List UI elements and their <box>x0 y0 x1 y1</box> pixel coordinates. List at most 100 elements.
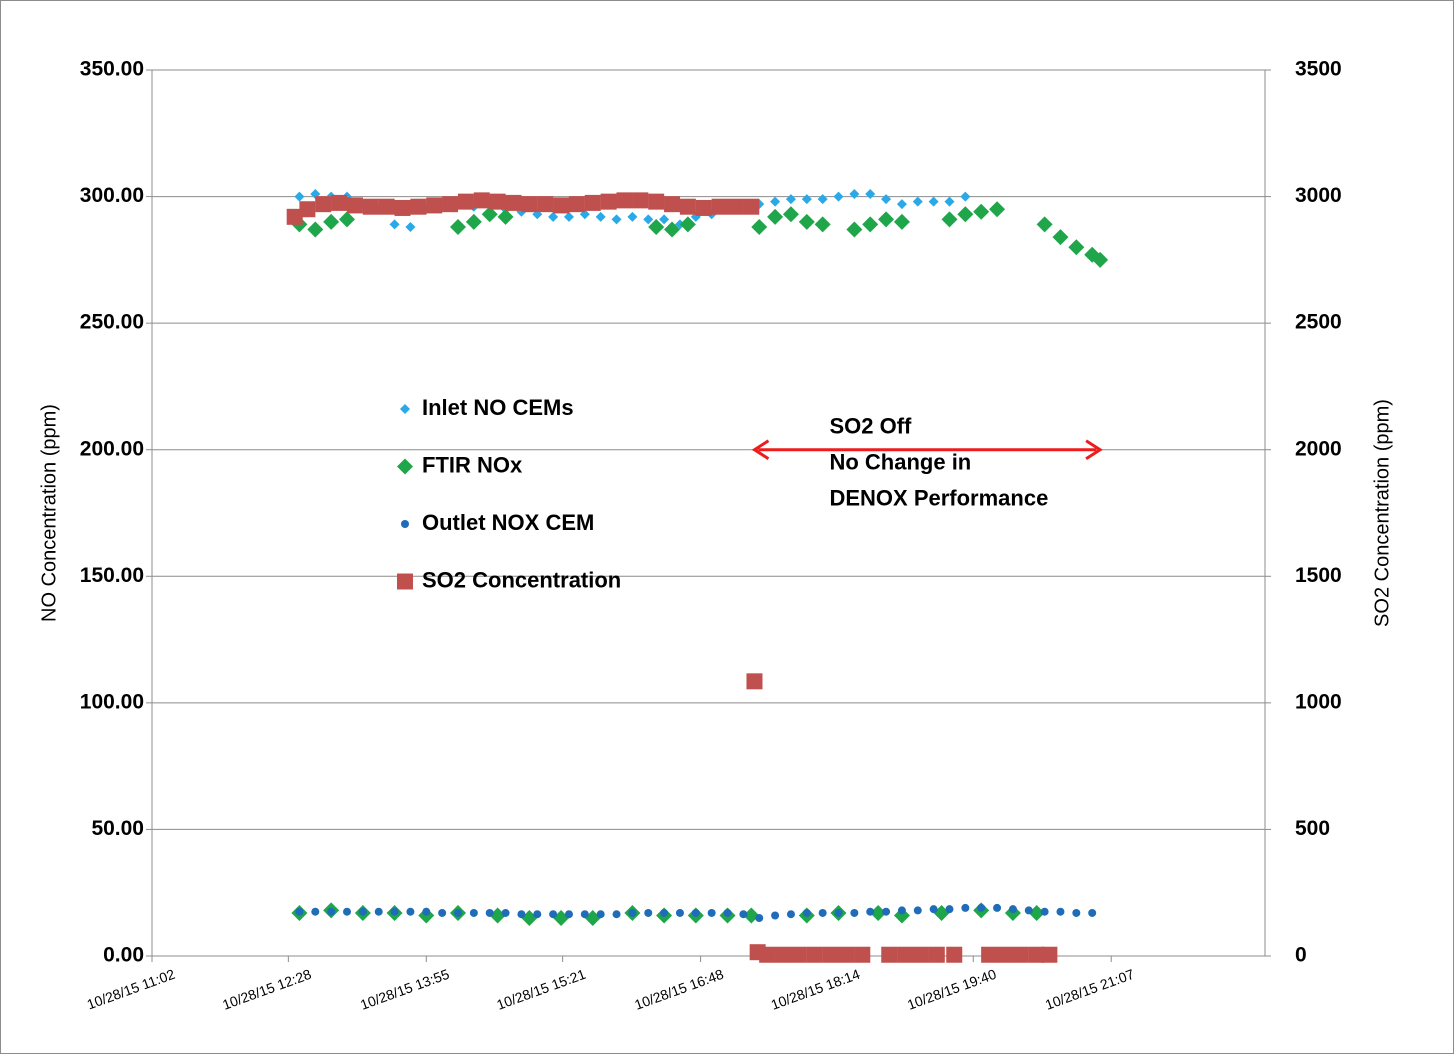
data-point <box>643 214 654 225</box>
data-point <box>389 219 400 230</box>
data-point <box>870 904 887 921</box>
data-point <box>469 908 478 917</box>
data-point <box>660 908 669 917</box>
data-point <box>838 946 855 963</box>
data-point <box>580 910 589 919</box>
data-point <box>743 198 760 215</box>
legend-marker <box>401 520 409 528</box>
data-point <box>1052 229 1069 246</box>
data-point <box>746 673 763 690</box>
data-point <box>865 189 876 200</box>
data-point <box>548 211 559 222</box>
data-point <box>993 903 1002 912</box>
data-point <box>957 206 974 223</box>
data-point <box>1012 946 1029 963</box>
data-point <box>390 907 399 916</box>
y2-tick-label: 2500 <box>1295 311 1342 334</box>
data-point <box>1008 905 1017 914</box>
data-point <box>834 908 843 917</box>
data-point <box>929 905 938 914</box>
y2-axis-title: SO2 Concentration (ppm) <box>1371 399 1393 627</box>
data-point <box>564 910 573 919</box>
data-point <box>850 908 859 917</box>
data-point <box>299 201 316 218</box>
data-point <box>881 194 892 205</box>
data-point <box>501 908 510 917</box>
data-point <box>798 213 815 230</box>
data-point <box>394 199 411 216</box>
legend-label: SO2 Concentration <box>422 567 621 592</box>
data-point <box>1036 216 1053 233</box>
data-point <box>628 908 637 917</box>
data-point <box>659 214 670 225</box>
data-point <box>339 211 356 228</box>
data-point <box>862 216 879 233</box>
data-point <box>996 946 1013 963</box>
data-point <box>549 910 558 919</box>
data-point <box>311 907 320 916</box>
data-point <box>457 193 474 210</box>
data-point <box>833 191 844 202</box>
data-point <box>723 908 732 917</box>
data-point <box>675 908 684 917</box>
data-point <box>632 192 649 209</box>
data-point <box>537 196 554 213</box>
data-point <box>928 196 939 207</box>
y-tick-label: 100.00 <box>80 690 144 713</box>
data-point <box>727 198 744 215</box>
data-point <box>294 191 305 202</box>
y-tick-label: 200.00 <box>80 437 144 460</box>
data-point <box>406 907 415 916</box>
data-point <box>584 194 601 211</box>
data-point <box>893 907 910 924</box>
data-point <box>481 206 498 223</box>
annotation-text: SO2 Off <box>829 414 912 439</box>
data-point <box>600 193 617 210</box>
data-point <box>973 203 990 220</box>
data-point <box>711 198 728 215</box>
data-point <box>422 907 431 916</box>
data-point <box>1041 946 1058 963</box>
data-point <box>822 946 839 963</box>
data-point <box>977 903 986 912</box>
data-point <box>295 907 304 916</box>
data-point <box>664 196 681 213</box>
data-point <box>759 946 776 963</box>
data-point <box>878 211 895 228</box>
legend-label: FTIR NOx <box>422 452 523 477</box>
data-point <box>616 192 633 209</box>
data-point <box>553 197 570 214</box>
data-point <box>405 221 416 232</box>
data-point <box>644 908 653 917</box>
data-point <box>818 908 827 917</box>
y2-tick-label: 2000 <box>1295 437 1342 460</box>
data-point <box>944 196 955 207</box>
data-point <box>806 946 823 963</box>
data-point <box>343 907 352 916</box>
data-point <box>945 905 954 914</box>
data-point <box>374 907 383 916</box>
data-point <box>767 208 784 225</box>
data-point <box>770 196 781 207</box>
legend-marker <box>397 573 413 590</box>
legend-label: Outlet NOX CEM <box>422 510 594 535</box>
data-point <box>790 946 807 963</box>
data-point <box>563 211 574 222</box>
y2-tick-label: 3500 <box>1295 58 1342 81</box>
y2-tick-label: 1500 <box>1295 564 1342 587</box>
data-point <box>739 910 748 919</box>
data-point <box>928 946 945 963</box>
data-point <box>453 908 462 917</box>
data-point <box>568 196 585 213</box>
data-point <box>1056 907 1065 916</box>
data-point <box>362 198 379 215</box>
data-point <box>449 218 466 235</box>
data-point <box>981 946 998 963</box>
data-point <box>595 211 606 222</box>
data-point <box>679 216 696 233</box>
data-point <box>897 946 914 963</box>
data-point <box>854 946 871 963</box>
legend-marker <box>397 458 413 475</box>
data-point <box>438 908 447 917</box>
